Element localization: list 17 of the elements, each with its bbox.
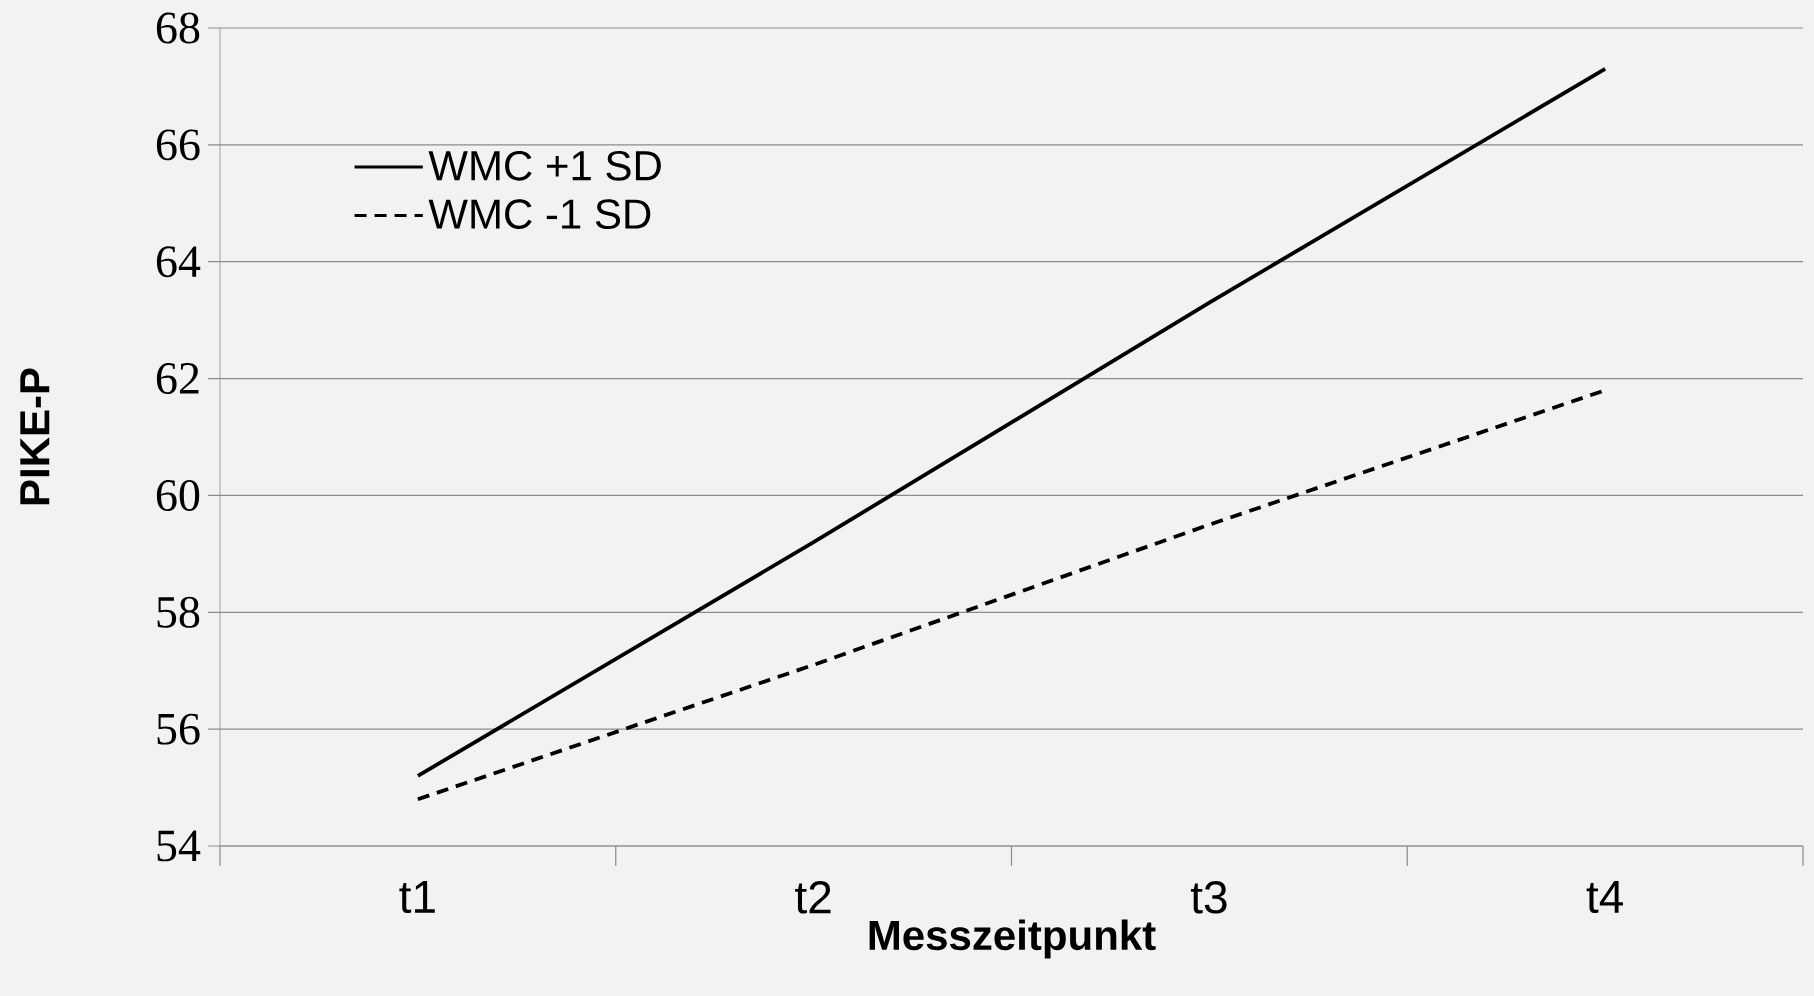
x-tick-label: t2 [795, 881, 831, 914]
y-tick-label: 68 [156, 12, 200, 44]
legend-label: WMC +1 SD [428, 150, 661, 181]
x-tick-label: t4 [1586, 881, 1623, 914]
line-series [415, 66, 1608, 778]
y-tick-label: 56 [157, 713, 200, 745]
y-tick-label: 54 [157, 830, 201, 862]
y-tick-label: 64 [156, 246, 201, 278]
y-tick-label: 62 [156, 363, 199, 395]
y-tick-label: 58 [157, 596, 200, 628]
x-axis-title: Messzeitpunkt [869, 919, 1156, 959]
legend-label: WMC -1 SD [428, 199, 651, 229]
y-tick-label: 66 [156, 129, 200, 161]
y-tick-label: 60 [156, 479, 200, 511]
x-tick-label: t1 [399, 881, 435, 914]
y-axis-title: PIKE-P [20, 368, 50, 505]
x-tick-label: t3 [1190, 881, 1227, 914]
